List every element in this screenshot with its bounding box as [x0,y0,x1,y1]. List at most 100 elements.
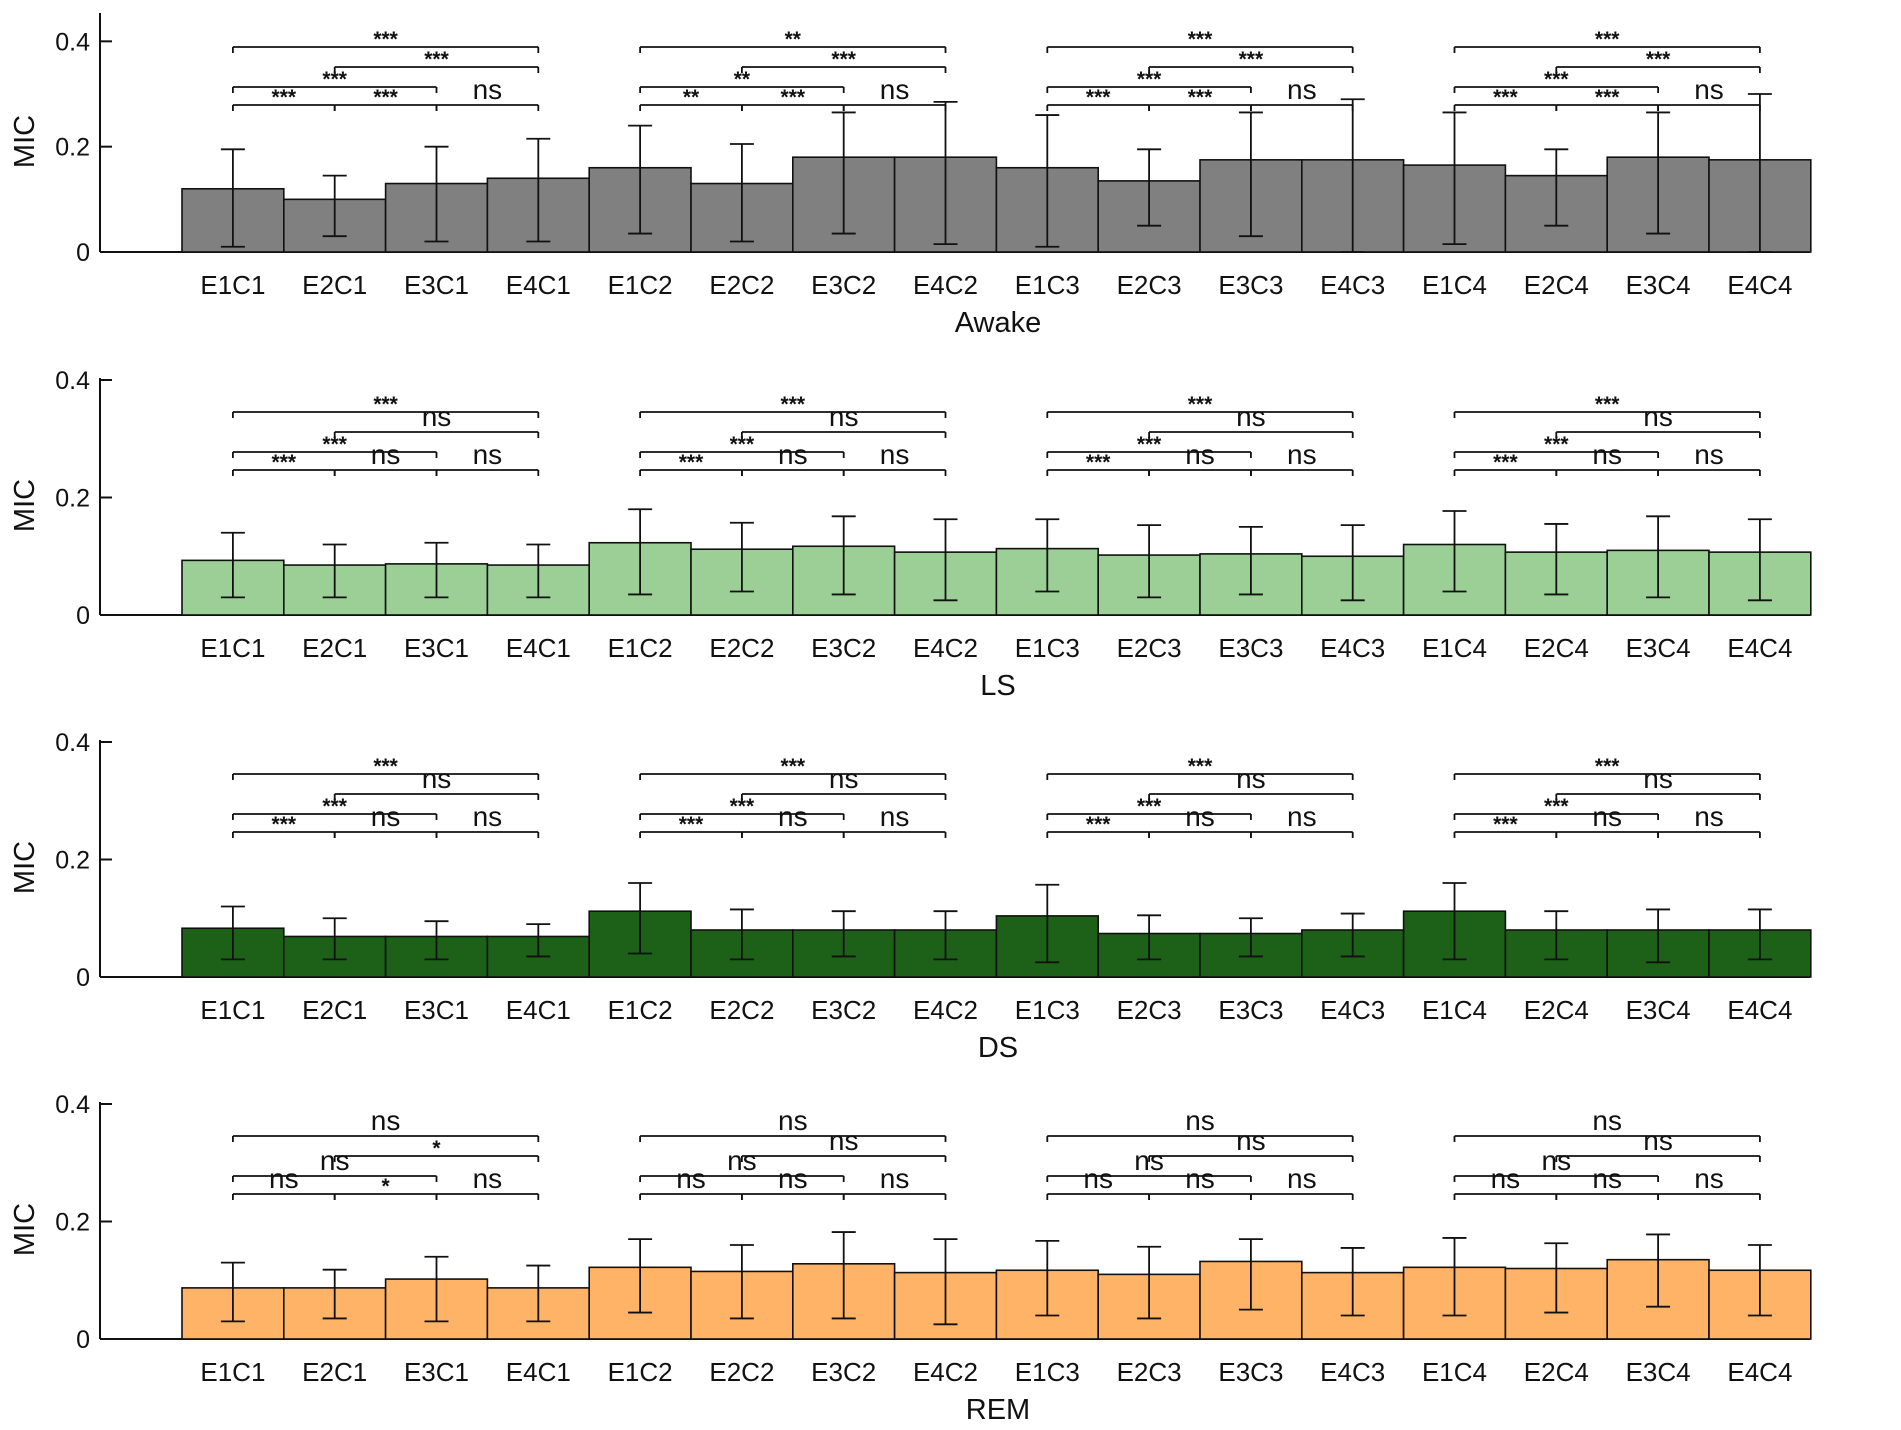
x-tick-label: E1C3 [1015,633,1080,663]
significance-label: *** [1544,68,1569,91]
y-tick-label: 0.4 [55,367,90,395]
x-tick-label: E1C4 [1422,270,1487,300]
error-bar-e4c1 [526,923,551,958]
significance-bracket: *** [1148,86,1252,111]
significance-label: *** [1188,755,1213,778]
significance-label: ns [1592,1105,1622,1136]
significance-bracket: ns [1046,1145,1252,1182]
significance-bracket: ns [1657,1163,1761,1200]
x-tick-label: E1C3 [1015,995,1080,1025]
error-bar-e3c2 [831,515,856,596]
error-bar-e1c4 [1442,111,1467,246]
significance-bracket: ns [639,1163,743,1200]
significance-bracket: *** [1046,795,1252,820]
significance-label: ns [1592,439,1622,470]
significance-bracket: ns [1148,439,1252,476]
significance-label: ns [473,1163,503,1194]
significance-label: ** [683,86,700,109]
x-tick-label: E4C4 [1727,995,1792,1025]
significance-bracket: ns [1250,801,1354,838]
error-bar-e3c3 [1238,111,1263,238]
error-bar-e3c4 [1646,1233,1671,1308]
significance-bracket: *** [1046,433,1252,458]
significance-label: *** [1188,393,1213,416]
significance-label: ns [1185,1105,1215,1136]
x-tick-label: E2C1 [302,1357,367,1387]
error-bar-e1c2 [628,882,653,955]
significance-bracket: *** [231,433,438,458]
significance-label: ns [1236,763,1266,794]
significance-label: ns [778,801,808,832]
significance-bracket: *** [1555,48,1761,73]
significance-bracket: ns [741,801,845,838]
significance-label: *** [781,755,806,778]
error-bar-e4c1 [526,543,551,599]
error-bar-e2c3 [1137,1245,1162,1320]
y-tick-label: 0.2 [55,1209,90,1237]
significance-bracket: ns [333,439,438,476]
error-bar-e4c1 [526,1264,551,1323]
error-bar-e1c3 [1035,1239,1060,1317]
x-tick-label: E2C2 [709,1357,774,1387]
significance-bracket: ns [1555,1125,1761,1162]
significance-bracket: *** [1453,451,1558,476]
significance-bracket: ns [435,801,540,838]
error-bar-e4c3 [1340,1247,1365,1317]
x-tick-label: E2C3 [1117,1357,1182,1387]
significance-label: ns [778,1163,808,1194]
x-tick-label: E4C3 [1320,995,1385,1025]
error-bar-e2c1 [322,1268,347,1320]
significance-label: *** [1239,48,1264,71]
significance-bracket: *** [1046,68,1252,93]
error-bar-e1c1 [220,531,245,599]
panel-awake: 0 0.2 0.4 MIC E1C1 E2C1 E3C1 E4C1 E1C2 E2C2 E3C2 E4… [9,13,1812,339]
significance-bracket: ns [1657,801,1761,838]
significance-label: ns [1694,1163,1724,1194]
significance-bracket: *** [1453,813,1558,838]
error-bar-e2c4 [1544,523,1569,596]
significance-bracket: ns [1148,763,1354,800]
y-tick-label: 0 [76,1326,90,1354]
x-tick-label: E1C3 [1015,270,1080,300]
significance-bracket: *** [1453,795,1659,820]
x-tick-label: E3C1 [404,633,469,663]
significance-bracket: ns [1453,1163,1558,1200]
significance-label: ns [269,1163,299,1194]
significance-bracket: ns [1657,439,1761,476]
x-tick-label: E4C1 [506,270,571,300]
significance-bracket: *** [333,48,540,73]
error-bar-e2c2 [729,143,754,243]
significance-bracket: ns [741,763,947,800]
significance-label: ns [1287,801,1317,832]
significance-label: *** [1595,86,1620,109]
significance-label: ns [1694,74,1724,105]
significance-label: *** [1086,813,1111,836]
x-tick-label: E1C4 [1422,995,1487,1025]
significance-label: ns [1643,401,1673,432]
significance-bracket: ns [639,1105,947,1142]
significance-bracket: ns [435,439,540,476]
significance-label: ns [829,763,859,794]
significance-bracket: *** [639,433,845,458]
significance-label: *** [1086,86,1111,109]
significance-bracket: ns [1555,763,1761,800]
error-bar-e4c4 [1747,908,1772,961]
significance-label: ns [676,1163,706,1194]
significance-label: ns [829,401,859,432]
error-bar-e4c4 [1747,518,1772,602]
error-bar-e4c1 [526,137,551,243]
significance-label: *** [322,68,347,91]
x-tick-label: E1C1 [200,995,265,1025]
significance-label: ns [473,439,503,470]
significance-bracket: ns [1250,439,1354,476]
x-tick-label: E1C2 [608,995,673,1025]
x-tick-label: E4C2 [913,1357,978,1387]
significance-label: ns [1694,801,1724,832]
x-tick-label: E1C3 [1015,1357,1080,1387]
x-tick-label: E1C1 [200,633,265,663]
significance-label: ns [1236,1125,1266,1156]
significance-label: ns [880,74,910,105]
x-tick-label: E2C1 [302,270,367,300]
x-tick-label: E4C1 [506,995,571,1025]
significance-label: *** [1595,393,1620,416]
